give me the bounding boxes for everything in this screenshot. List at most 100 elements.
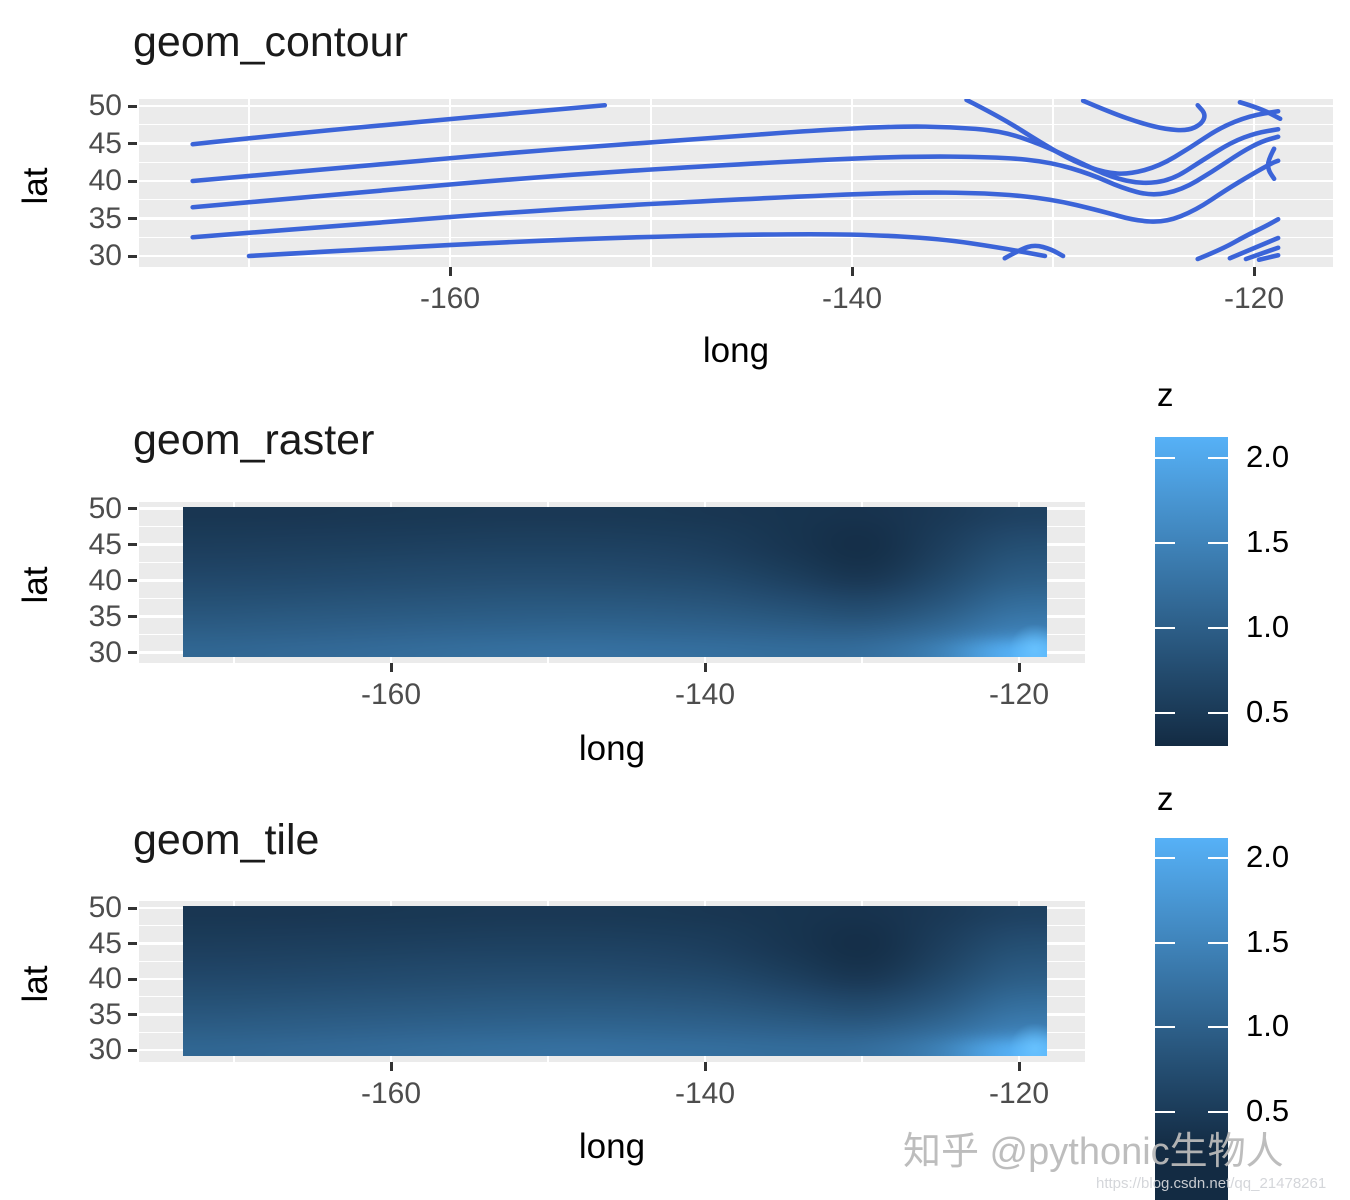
contour-line bbox=[190, 102, 608, 147]
y-tick-label: 40 bbox=[88, 962, 122, 995]
legend-tick-mark bbox=[1208, 1111, 1228, 1113]
plot3-legend-colorbar bbox=[1155, 838, 1228, 1200]
contour-line bbox=[1195, 216, 1281, 262]
x-tick-label: -140 bbox=[674, 1077, 736, 1110]
legend-tick-mark bbox=[1155, 627, 1175, 629]
y-tick-mark bbox=[128, 179, 137, 183]
heatmap-canvas bbox=[183, 906, 1047, 1056]
plot2-panel bbox=[139, 502, 1085, 663]
y-tick-mark bbox=[128, 942, 137, 945]
legend-tick-mark bbox=[1208, 712, 1228, 714]
contour-line bbox=[1227, 235, 1281, 261]
y-tick-mark bbox=[128, 906, 137, 910]
y-tick-mark bbox=[128, 1048, 137, 1052]
y-tick-mark bbox=[128, 104, 137, 108]
y-tick-label: 30 bbox=[88, 635, 122, 669]
y-tick-mark bbox=[128, 142, 137, 145]
contour-lines-svg bbox=[190, 99, 1283, 263]
plot3-y-axis-title: lat bbox=[16, 965, 55, 1003]
plot2-title: geom_raster bbox=[133, 416, 375, 464]
y-tick-label: 50 bbox=[88, 89, 122, 122]
plot1-panel bbox=[139, 99, 1333, 267]
x-tick-mark bbox=[703, 1062, 707, 1071]
contour-line bbox=[1237, 99, 1283, 122]
x-tick-label: -120 bbox=[988, 1077, 1050, 1110]
y-gridline bbox=[139, 104, 1333, 108]
x-tick-label: -160 bbox=[360, 1077, 422, 1110]
x-tick-mark bbox=[389, 1062, 393, 1071]
plot1-y-axis-title: lat bbox=[16, 167, 55, 205]
x-gridline bbox=[248, 99, 250, 267]
x-tick-label: -160 bbox=[360, 678, 422, 711]
contour-line bbox=[1256, 252, 1281, 263]
x-tick-label: -120 bbox=[1223, 282, 1285, 315]
x-tick-mark bbox=[448, 267, 452, 276]
y-tick-label: 35 bbox=[88, 599, 122, 633]
legend-tick-mark bbox=[1155, 712, 1175, 714]
watermark-brand: 知乎 @pythonic生物人 bbox=[903, 1131, 1284, 1173]
y-gridline bbox=[139, 179, 1333, 183]
y-tick-label: 50 bbox=[88, 891, 122, 924]
y-tick-label: 45 bbox=[88, 527, 122, 561]
y-tick-mark bbox=[128, 651, 137, 654]
watermark-url: https://blog.csdn.net/qq_21478261 bbox=[1096, 1175, 1327, 1192]
y-gridline bbox=[139, 161, 1333, 163]
plot2-legend-colorbar bbox=[1155, 437, 1228, 746]
plot2-x-axis-title: long bbox=[578, 729, 646, 768]
plot3-legend-title: z bbox=[1157, 780, 1174, 817]
x-tick-label: -140 bbox=[821, 282, 883, 315]
y-tick-label: 30 bbox=[88, 1033, 122, 1066]
plot2-y-axis-title: lat bbox=[16, 566, 55, 604]
legend-tick-mark bbox=[1208, 857, 1228, 859]
legend-tick-label: 0.5 bbox=[1246, 1093, 1290, 1128]
legend-tick-label: 2.0 bbox=[1246, 839, 1290, 874]
legend-tick-label: 2.0 bbox=[1246, 439, 1290, 474]
plot2-legend-title: z bbox=[1157, 376, 1174, 413]
x-gridline bbox=[650, 99, 652, 267]
y-tick-label: 45 bbox=[88, 126, 122, 160]
legend-tick-label: 0.5 bbox=[1246, 694, 1290, 729]
legend-tick-label: 1.5 bbox=[1246, 524, 1290, 559]
y-tick-mark bbox=[128, 543, 137, 546]
x-tick-mark bbox=[850, 267, 854, 276]
plot1-title: geom_contour bbox=[133, 18, 408, 66]
y-tick-mark bbox=[128, 977, 137, 981]
y-tick-mark bbox=[128, 507, 137, 510]
y-tick-mark bbox=[128, 254, 137, 258]
contour-line bbox=[1080, 99, 1207, 133]
legend-tick-mark bbox=[1208, 627, 1228, 629]
x-tick-mark bbox=[1017, 663, 1021, 672]
y-gridline bbox=[139, 142, 1333, 145]
x-tick-mark bbox=[1017, 1062, 1021, 1071]
legend-tick-mark bbox=[1208, 941, 1228, 944]
contour-line bbox=[190, 134, 1281, 210]
y-tick-mark bbox=[128, 217, 137, 220]
y-gridline bbox=[139, 217, 1333, 220]
y-tick-label: 35 bbox=[88, 997, 122, 1031]
legend-tick-label: 1.5 bbox=[1246, 923, 1290, 959]
legend-tick-mark bbox=[1208, 542, 1228, 544]
x-tick-mark bbox=[1252, 267, 1256, 276]
y-tick-mark bbox=[128, 579, 137, 582]
legend-tick-mark bbox=[1155, 542, 1175, 544]
contour-line bbox=[1243, 245, 1281, 262]
plot1-x-axis-title: long bbox=[702, 331, 770, 370]
x-gridline bbox=[1252, 99, 1256, 267]
legend-tick-mark bbox=[1155, 1111, 1175, 1113]
legend-tick-mark bbox=[1208, 457, 1228, 459]
contour-line bbox=[190, 158, 1281, 240]
legend-tick-label: 1.0 bbox=[1246, 609, 1290, 644]
legend-tick-label: 1.0 bbox=[1246, 1008, 1290, 1043]
plot3-title: geom_tile bbox=[133, 816, 320, 864]
y-tick-label: 50 bbox=[88, 491, 122, 525]
plot3-panel bbox=[139, 901, 1085, 1062]
x-gridline bbox=[850, 99, 854, 267]
legend-tick-mark bbox=[1208, 1026, 1228, 1028]
x-tick-mark bbox=[389, 663, 393, 672]
x-tick-mark bbox=[703, 663, 707, 672]
contour-line bbox=[964, 99, 1281, 176]
plot3-x-axis-title: long bbox=[578, 1127, 646, 1166]
y-tick-label: 45 bbox=[88, 926, 122, 960]
legend-tick-mark bbox=[1155, 941, 1175, 944]
